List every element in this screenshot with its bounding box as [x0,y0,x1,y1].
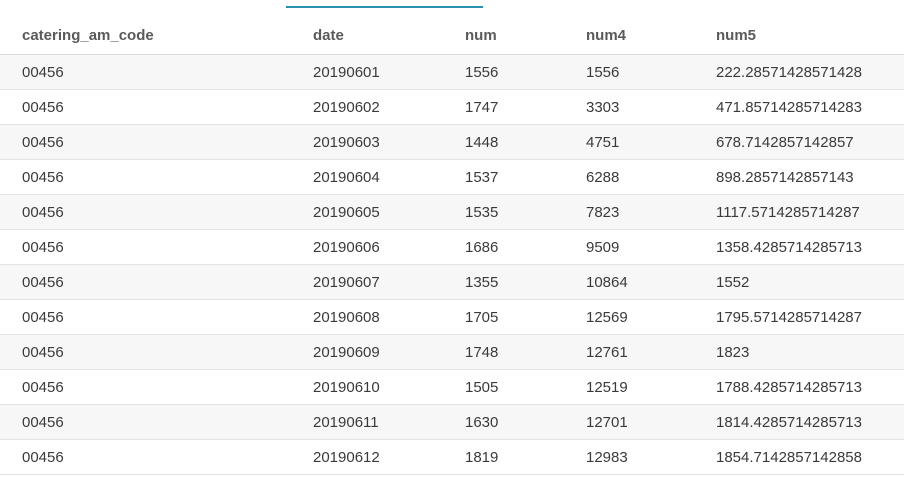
cell-num: 1686 [465,238,499,256]
cell-catering-am-code: 00456 [22,273,64,291]
cell-num4: 1556 [586,63,620,81]
column-header-catering-am-code[interactable]: catering_am_code [22,26,154,44]
column-header-num5[interactable]: num5 [716,26,757,44]
column-header-date[interactable]: date [313,26,344,44]
cell-date: 20190607 [313,273,380,291]
table-header: catering_am_code date num num4 num5 [0,12,904,55]
active-column-indicator [286,6,483,8]
cell-catering-am-code: 00456 [22,133,64,151]
cell-num4: 12519 [586,378,628,396]
table-row[interactable]: 00456 20190607 1355 10864 1552 [0,265,904,300]
table-row[interactable]: 00456 20190601 1556 1556 222.28571428571428 [0,55,904,90]
cell-num5: 1788.4285714285713 [716,378,862,396]
cell-num: 1505 [465,378,499,396]
cell-catering-am-code: 00456 [22,413,64,431]
cell-num: 1747 [465,98,499,116]
cell-num5: 1358.4285714285713 [716,238,862,256]
cell-num4: 6288 [586,168,620,186]
cell-num: 1535 [465,203,499,221]
cell-num4: 3303 [586,98,620,116]
cell-date: 20190610 [313,378,380,396]
cell-num5: 1117.5714285714287 [716,203,860,221]
cell-num5: 678.7142857142857 [716,133,854,151]
cell-date: 20190612 [313,448,380,466]
cell-num: 1748 [465,343,499,361]
cell-num5: 1795.5714285714287 [716,308,862,326]
cell-catering-am-code: 00456 [22,238,64,256]
cell-num4: 12701 [586,413,628,431]
cell-num: 1630 [465,413,499,431]
cell-catering-am-code: 00456 [22,168,64,186]
table-row[interactable]: 00456 20190605 1535 7823 1117.5714285714287 [0,195,904,230]
table-row[interactable]: 00456 20190612 1819 12983 1854.7142857142858 [0,440,904,475]
column-header-num4[interactable]: num4 [586,26,627,44]
table-row[interactable]: 00456 20190604 1537 6288 898.2857142857143 [0,160,904,195]
cell-num5: 1823 [716,343,750,361]
cell-num5: 471.85714285714283 [716,98,862,116]
cell-date: 20190608 [313,308,380,326]
cell-catering-am-code: 00456 [22,98,64,116]
table-row[interactable]: 00456 20190602 1747 3303 471.85714285714283 [0,90,904,125]
table-row[interactable]: 00456 20190610 1505 12519 1788.4285714285713 [0,370,904,405]
cell-date: 20190601 [313,63,380,81]
cell-num5: 1854.7142857142858 [716,448,862,466]
cell-num: 1448 [465,133,499,151]
cell-num: 1819 [465,448,499,466]
cell-num: 1705 [465,308,499,326]
cell-date: 20190611 [313,413,379,431]
cell-num5: 898.2857142857143 [716,168,854,186]
cell-catering-am-code: 00456 [22,378,64,396]
table-row[interactable]: 00456 20190611 1630 12701 1814.4285714285713 [0,405,904,440]
table-row[interactable]: 00456 20190609 1748 12761 1823 [0,335,904,370]
cell-catering-am-code: 00456 [22,203,64,221]
cell-num4: 7823 [586,203,620,221]
cell-num5: 1814.4285714285713 [716,413,862,431]
cell-catering-am-code: 00456 [22,343,64,361]
cell-date: 20190605 [313,203,380,221]
cell-catering-am-code: 00456 [22,308,64,326]
cell-num4: 12983 [586,448,628,466]
cell-date: 20190606 [313,238,380,256]
cell-num5: 1552 [716,273,750,291]
cell-num: 1537 [465,168,499,186]
cell-date: 20190604 [313,168,380,186]
table-row[interactable]: 00456 20190606 1686 9509 1358.4285714285713 [0,230,904,265]
cell-num5: 222.28571428571428 [716,63,862,81]
cell-num4: 12761 [586,343,628,361]
cell-catering-am-code: 00456 [22,63,64,81]
cell-catering-am-code: 00456 [22,448,64,466]
cell-num4: 10864 [586,273,628,291]
cell-num: 1556 [465,63,499,81]
cell-date: 20190603 [313,133,380,151]
cell-num4: 12569 [586,308,628,326]
cell-date: 20190609 [313,343,380,361]
cell-num4: 4751 [586,133,620,151]
table-row[interactable]: 00456 20190603 1448 4751 678.7142857142857 [0,125,904,160]
column-header-num[interactable]: num [465,26,497,44]
cell-date: 20190602 [313,98,380,116]
cell-num: 1355 [465,273,499,291]
cell-num4: 9509 [586,238,620,256]
table-row[interactable]: 00456 20190608 1705 12569 1795.5714285714287 [0,300,904,335]
